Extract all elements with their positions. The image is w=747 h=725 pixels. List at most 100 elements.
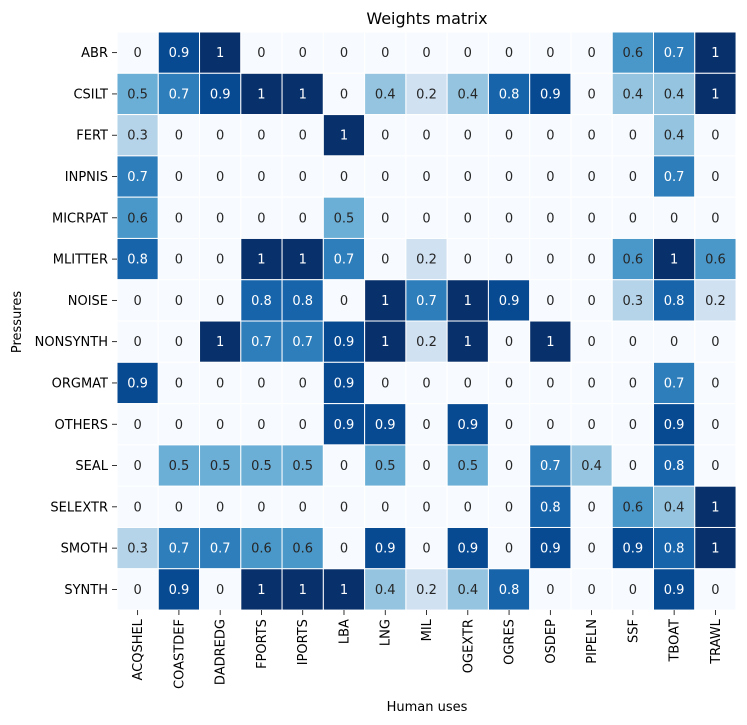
cell-value-label: 0 [422,170,430,185]
cell-value-label: 0 [133,335,141,350]
heatmap-cell [240,237,283,281]
heatmap-cell [281,444,324,487]
cell-value-label: 0.9 [375,542,396,557]
cell-value-label: 1 [711,542,719,557]
cell-value-label: 0 [546,129,554,144]
x-tick-label: LBA [337,619,352,644]
heatmap-cell [694,485,737,528]
cell-value-label: 0.7 [251,335,272,350]
heatmap-cell [364,403,407,446]
cell-value-label: 0.5 [127,87,148,102]
cell-value-label: 0 [629,418,637,433]
y-tick-label: MICRPAT [52,211,108,226]
y-tick-label: NONSYNTH [35,335,108,350]
heatmap-cell [364,444,407,487]
heatmap-cell [405,361,448,405]
heatmap-cell [611,279,655,322]
cell-value-label: 0 [711,170,719,185]
heatmap-cell [322,361,366,405]
cell-value-label: 0.6 [251,542,272,557]
x-tick-label: OGRES [503,619,518,665]
cell-value-label: 1 [670,253,678,268]
heatmap-cell [199,155,242,198]
heatmap-cell [116,155,159,198]
cell-value-label: 0 [299,500,307,515]
cell-value-label: 0 [381,170,389,185]
heatmap-cell [281,72,324,116]
heatmap-cell [157,72,201,116]
heatmap-cell [199,320,242,363]
cell-value-label: 0 [299,46,307,61]
heatmap-cell [364,114,407,157]
cell-value-label: 0 [505,376,513,391]
cell-value-label: 0.8 [251,294,272,309]
cell-value-label: 0 [340,170,348,185]
heatmap-cell [405,403,448,446]
heatmap-cell [322,237,366,281]
heatmap-cell [487,444,531,487]
cell-value-label: 0.7 [334,253,355,268]
cell-value-label: 0 [340,542,348,557]
cell-value-label: 0 [711,418,719,433]
y-tick-label: OTHERS [55,418,108,433]
cell-value-label: 0.9 [210,87,231,102]
cell-value-label: 0 [257,376,265,391]
cell-value-label: 0.7 [416,294,437,309]
heatmap-cell [611,526,655,570]
heatmap-cell [281,155,324,198]
heatmap-cell [322,31,366,74]
cell-value-label: 0.5 [169,459,190,474]
cell-value-label: 0 [629,583,637,598]
cell-value-label: 0 [216,294,224,309]
cell-value-label: 0 [422,129,430,144]
cell-value-label: 0 [587,583,595,598]
y-tick-label: INPNIS [65,170,108,185]
cell-value-label: 0.8 [292,294,313,309]
cell-value-label: 0.7 [127,170,148,185]
heatmap-cell [446,196,489,239]
cell-value-label: 0 [299,170,307,185]
heatmap-cell [487,114,531,157]
cell-value-label: 1 [216,335,224,350]
cell-value-label: 0 [175,376,183,391]
heatmap-cell [446,155,489,198]
y-tick-label: SELEXTR [50,500,108,515]
heatmap-cells: 0 0.9 1 0 0 0 0 0 0 0 0 0 0.6 0.7 1 0.5 0.7 0.9 1 1 0 0.4 0.2 0… [116,31,737,611]
heatmap-cell [611,114,655,157]
y-tick-label: ORGMAT [52,376,108,391]
cell-value-label: 0.7 [664,170,685,185]
cell-value-label: 0 [711,129,719,144]
cell-value-label: 0 [175,418,183,433]
cell-value-label: 0 [711,459,719,474]
cell-value-label: 0.6 [292,542,313,557]
cell-value-label: 0 [505,459,513,474]
cell-value-label: 0 [546,418,554,433]
cell-value-label: 0.5 [251,459,272,474]
cell-value-label: 0 [629,459,637,474]
heatmap-cell [529,155,572,198]
cell-value-label: 0.8 [664,459,685,474]
heatmap-cell [240,568,283,611]
heatmap-cell [240,155,283,198]
cell-value-label: 0.7 [292,335,313,350]
cell-value-label: 0 [216,170,224,185]
cell-value-label: 0 [505,211,513,226]
heatmap-cell [487,237,531,281]
heatmap-cell [653,196,696,239]
cell-value-label: 0 [546,583,554,598]
cell-value-label: 0.6 [705,253,726,268]
y-axis-title: Pressures [10,291,25,354]
cell-value-label: 0.8 [540,500,561,515]
heatmap-cell [240,403,283,446]
cell-value-label: 0 [133,294,141,309]
heatmap-cell [487,31,531,74]
cell-value-label: 0 [133,500,141,515]
cell-value-label: 0 [133,418,141,433]
cell-value-label: 0 [257,46,265,61]
cell-value-label: 0 [587,500,595,515]
heatmap-cell [322,279,366,322]
cell-value-label: 0 [381,46,389,61]
heatmap-cell [611,568,655,611]
heatmap-cell [694,237,737,281]
heatmap-cell [529,568,572,611]
